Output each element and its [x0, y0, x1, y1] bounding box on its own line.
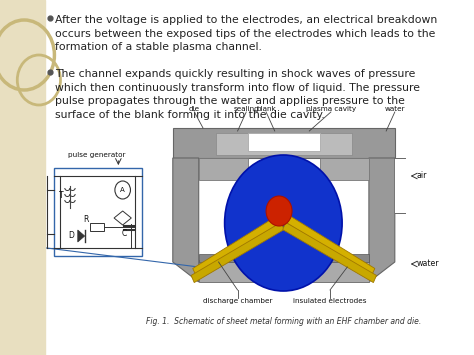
Text: air: air [417, 171, 427, 180]
Text: sealing: sealing [233, 106, 259, 112]
Bar [0, 0, 45, 355]
Text: water: water [417, 260, 439, 268]
Text: insulated electrodes: insulated electrodes [293, 298, 367, 304]
Bar [173, 128, 395, 158]
Circle shape [266, 196, 292, 226]
Bar [199, 254, 369, 262]
Text: A: A [120, 187, 125, 193]
Text: The channel expands quickly resulting in shock waves of pressure
which then cont: The channel expands quickly resulting in… [55, 69, 420, 120]
Text: D: D [68, 231, 74, 240]
Bar [90, 223, 104, 231]
Polygon shape [283, 223, 376, 283]
Bar [54, 168, 142, 256]
Text: T: T [59, 191, 64, 201]
Text: pulse generator: pulse generator [68, 152, 126, 158]
Text: blank: blank [256, 106, 276, 112]
Polygon shape [173, 158, 199, 282]
Bar [199, 260, 369, 282]
Polygon shape [193, 214, 283, 275]
Polygon shape [199, 158, 248, 180]
Polygon shape [78, 230, 85, 242]
Text: C: C [122, 229, 127, 239]
Polygon shape [284, 214, 375, 275]
Bar [395, 158, 405, 213]
Text: Fig. 1.  Schematic of sheet metal forming with an EHF chamber and die.: Fig. 1. Schematic of sheet metal forming… [146, 317, 421, 326]
Polygon shape [319, 158, 369, 180]
Text: plasma cavity: plasma cavity [306, 106, 356, 112]
Bar [248, 133, 319, 151]
Text: water: water [384, 106, 405, 112]
Text: R: R [84, 215, 89, 224]
Text: discharge chamber: discharge chamber [203, 298, 273, 304]
Text: die: die [189, 106, 200, 112]
Polygon shape [369, 158, 395, 282]
Circle shape [225, 155, 342, 291]
Bar [216, 133, 352, 155]
Polygon shape [191, 223, 284, 283]
Text: After the voltage is applied to the electrodes, an electrical breakdown
occurs b: After the voltage is applied to the elec… [55, 15, 438, 52]
